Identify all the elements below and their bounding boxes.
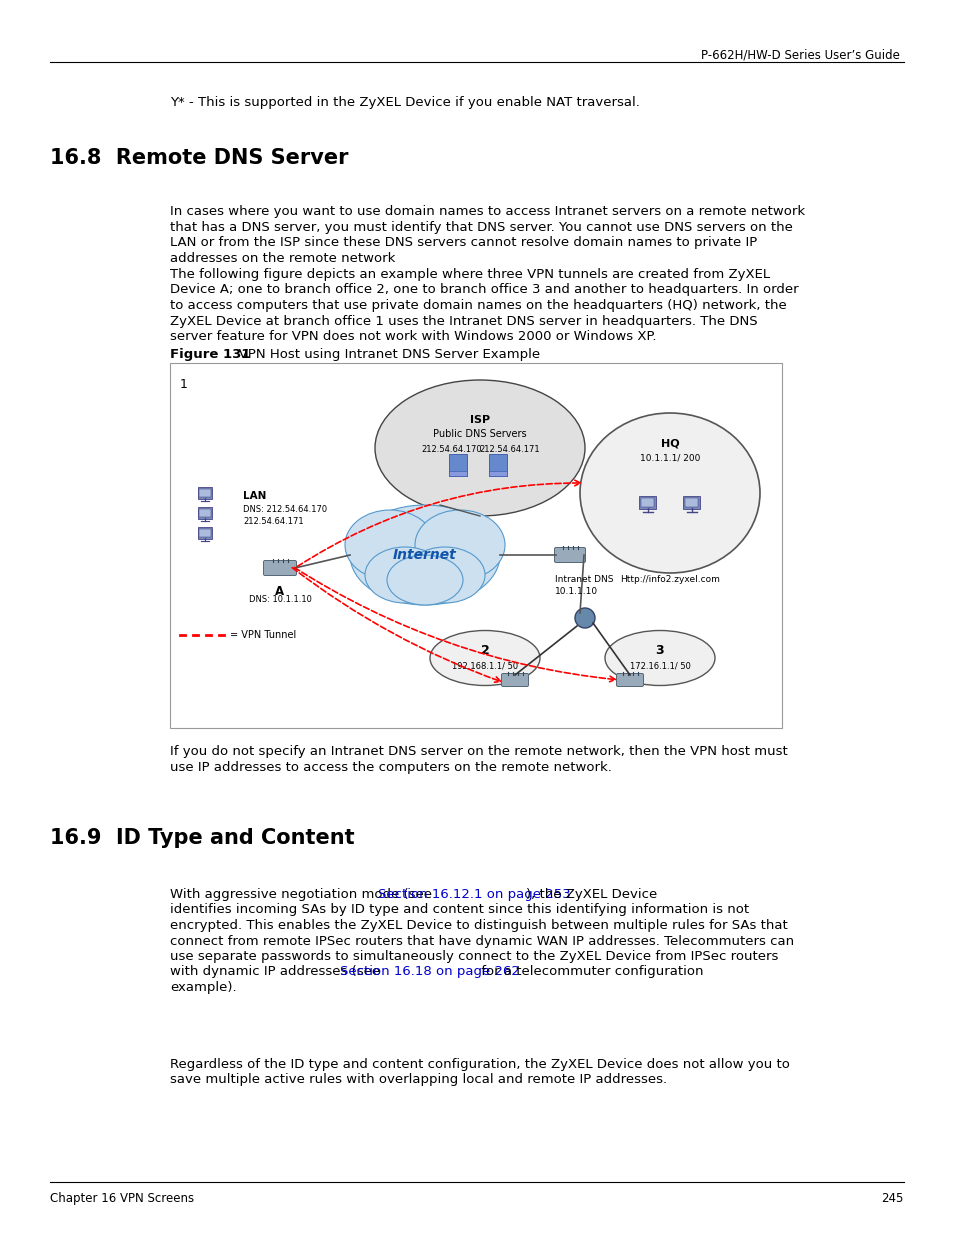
Ellipse shape (345, 510, 435, 580)
FancyBboxPatch shape (682, 495, 700, 509)
Ellipse shape (430, 631, 539, 685)
FancyBboxPatch shape (199, 529, 211, 537)
FancyBboxPatch shape (639, 495, 656, 509)
Ellipse shape (579, 412, 760, 573)
Text: Y* - This is supported in the ZyXEL Device if you enable NAT traversal.: Y* - This is supported in the ZyXEL Devi… (170, 96, 639, 109)
Text: 10.1.1.1/ 200: 10.1.1.1/ 200 (639, 453, 700, 462)
Text: 10.1.1.10: 10.1.1.10 (555, 587, 598, 597)
Text: 16.8  Remote DNS Server: 16.8 Remote DNS Server (50, 148, 348, 168)
Text: 172.16.1.1/ 50: 172.16.1.1/ 50 (629, 662, 690, 671)
Text: LAN or from the ISP since these DNS servers cannot resolve domain names to priva: LAN or from the ISP since these DNS serv… (170, 236, 757, 249)
Text: Figure 131: Figure 131 (170, 348, 251, 361)
Text: addresses on the remote network: addresses on the remote network (170, 252, 395, 264)
Ellipse shape (405, 547, 484, 603)
Text: VPN Host using Intranet DNS Server Example: VPN Host using Intranet DNS Server Examp… (226, 348, 539, 361)
Ellipse shape (415, 510, 504, 580)
FancyBboxPatch shape (554, 547, 585, 562)
Text: example).: example). (170, 981, 236, 994)
Text: 2: 2 (480, 643, 489, 657)
Text: = VPN Tunnel: = VPN Tunnel (230, 630, 296, 640)
Text: P-662H/HW-D Series User’s Guide: P-662H/HW-D Series User’s Guide (700, 48, 899, 61)
Text: With aggressive negotiation mode (see: With aggressive negotiation mode (see (170, 888, 436, 902)
Text: Section 16.12.1 on page 253: Section 16.12.1 on page 253 (377, 888, 571, 902)
Circle shape (575, 608, 595, 629)
Text: use IP addresses to access the computers on the remote network.: use IP addresses to access the computers… (170, 761, 611, 773)
Text: Internet: Internet (393, 548, 456, 562)
Text: that has a DNS server, you must identify that DNS server. You cannot use DNS ser: that has a DNS server, you must identify… (170, 221, 792, 233)
FancyBboxPatch shape (489, 471, 506, 475)
Ellipse shape (365, 547, 444, 603)
Text: DNS: 10.1.1.10: DNS: 10.1.1.10 (249, 595, 311, 604)
Text: Http://info2.zyxel.com: Http://info2.zyxel.com (619, 576, 720, 584)
Text: identifies incoming SAs by ID type and content since this identifying informatio: identifies incoming SAs by ID type and c… (170, 904, 748, 916)
Text: save multiple active rules with overlapping local and remote IP addresses.: save multiple active rules with overlapp… (170, 1073, 666, 1087)
Ellipse shape (350, 505, 499, 605)
Text: 3: 3 (655, 643, 663, 657)
Text: Chapter 16 VPN Screens: Chapter 16 VPN Screens (50, 1192, 193, 1205)
Text: 212.54.64.171: 212.54.64.171 (479, 446, 539, 454)
Ellipse shape (604, 631, 714, 685)
Text: connect from remote IPSec routers that have dynamic WAN IP addresses. Telecommut: connect from remote IPSec routers that h… (170, 935, 793, 947)
Text: The following figure depicts an example where three VPN tunnels are created from: The following figure depicts an example … (170, 268, 769, 282)
Text: server feature for VPN does not work with Windows 2000 or Windows XP.: server feature for VPN does not work wit… (170, 330, 656, 343)
Text: 245: 245 (881, 1192, 903, 1205)
Text: use separate passwords to simultaneously connect to the ZyXEL Device from IPSec : use separate passwords to simultaneously… (170, 950, 778, 963)
Text: LAN: LAN (243, 492, 266, 501)
FancyBboxPatch shape (199, 489, 211, 496)
Text: with dynamic IP addresses (see: with dynamic IP addresses (see (170, 966, 384, 978)
Text: 192.168.1.1/ 50: 192.168.1.1/ 50 (452, 662, 517, 671)
FancyBboxPatch shape (685, 498, 698, 506)
Text: Section 16.18 on page 262: Section 16.18 on page 262 (339, 966, 519, 978)
Text: 212.54.64.171: 212.54.64.171 (243, 517, 303, 526)
Text: 16.9  ID Type and Content: 16.9 ID Type and Content (50, 827, 355, 848)
FancyBboxPatch shape (449, 454, 467, 475)
Text: DNS: 212.54.64.170: DNS: 212.54.64.170 (243, 505, 327, 514)
FancyBboxPatch shape (170, 363, 781, 727)
Text: A: A (275, 585, 284, 598)
Text: 1: 1 (180, 378, 188, 391)
FancyBboxPatch shape (616, 673, 643, 687)
Text: encrypted. This enables the ZyXEL Device to distinguish between multiple rules f: encrypted. This enables the ZyXEL Device… (170, 919, 787, 932)
Text: ), the ZyXEL Device: ), the ZyXEL Device (526, 888, 657, 902)
Text: Regardless of the ID type and content configuration, the ZyXEL Device does not a: Regardless of the ID type and content co… (170, 1058, 789, 1071)
Text: In cases where you want to use domain names to access Intranet servers on a remo: In cases where you want to use domain na… (170, 205, 804, 219)
FancyBboxPatch shape (501, 673, 528, 687)
Text: to access computers that use private domain names on the headquarters (HQ) netwo: to access computers that use private dom… (170, 299, 786, 312)
Text: If you do not specify an Intranet DNS server on the remote network, then the VPN: If you do not specify an Intranet DNS se… (170, 745, 787, 758)
Text: Public DNS Servers: Public DNS Servers (433, 429, 526, 438)
Ellipse shape (375, 380, 584, 516)
FancyBboxPatch shape (199, 509, 211, 516)
FancyBboxPatch shape (640, 498, 654, 506)
FancyBboxPatch shape (449, 471, 467, 475)
FancyBboxPatch shape (197, 527, 213, 538)
Text: ISP: ISP (470, 415, 490, 425)
Text: 212.54.64.170: 212.54.64.170 (421, 446, 482, 454)
Text: Intranet DNS: Intranet DNS (555, 576, 613, 584)
FancyBboxPatch shape (197, 488, 213, 499)
Text: ZyXEL Device at branch office 1 uses the Intranet DNS server in headquarters. Th: ZyXEL Device at branch office 1 uses the… (170, 315, 757, 327)
Text: Device A; one to branch office 2, one to branch office 3 and another to headquar: Device A; one to branch office 2, one to… (170, 284, 798, 296)
FancyBboxPatch shape (263, 561, 296, 576)
FancyBboxPatch shape (489, 454, 506, 475)
Ellipse shape (387, 555, 462, 605)
Text: for a telecommuter configuration: for a telecommuter configuration (476, 966, 702, 978)
FancyBboxPatch shape (197, 508, 213, 519)
Text: HQ: HQ (660, 438, 679, 448)
